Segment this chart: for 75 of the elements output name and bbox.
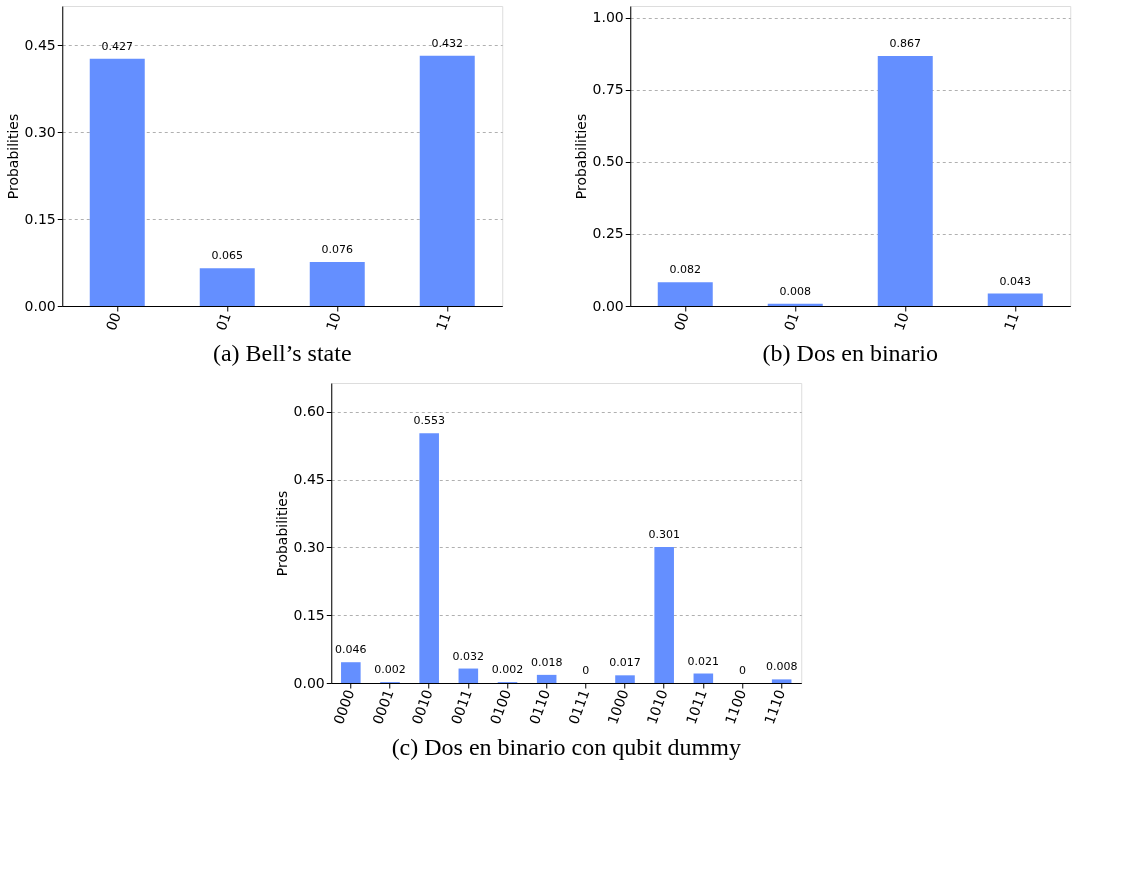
- bar: [199, 268, 255, 306]
- bar: [654, 547, 674, 683]
- bar: [419, 55, 475, 306]
- data-label: 0: [582, 664, 590, 677]
- x-tick-label: 0010: [408, 687, 436, 727]
- x-tick-label: 01: [212, 310, 234, 333]
- bar: [657, 282, 713, 306]
- y-tick-label: 0.00: [24, 297, 56, 314]
- x-tick-label: 00: [670, 310, 692, 333]
- x-tick-label: 00: [102, 310, 124, 333]
- y-tick-label: 0.75: [592, 81, 624, 98]
- bar: [309, 261, 365, 306]
- y-tick-label: 0.00: [592, 297, 624, 314]
- y-tick-label: 0.15: [24, 210, 56, 227]
- x-tick-label: 0111: [565, 687, 593, 727]
- y-axis-title: Probabilities: [572, 113, 589, 200]
- text: (c) Dos en binario con qubit dummy: [391, 733, 741, 760]
- data-label: 0.867: [889, 36, 921, 50]
- data-label: 0.082: [669, 263, 701, 277]
- x-tick-label: 1010: [643, 687, 671, 727]
- y-tick-label: 0.00: [293, 674, 325, 691]
- data-label: 0.002: [491, 663, 524, 677]
- bar: [987, 293, 1043, 306]
- x-tick-label: 0000: [330, 687, 358, 727]
- x-tick-label: 1011: [682, 687, 710, 727]
- text: (b) Dos en binario: [762, 340, 938, 367]
- y-axis-title: Probabilities: [273, 490, 290, 577]
- bar: [89, 58, 145, 306]
- y-tick-label: 0.15: [293, 606, 325, 623]
- data-label: 0.008: [765, 660, 798, 674]
- x-tick-label: 10: [322, 310, 344, 333]
- x-tick-label: 1100: [721, 687, 750, 727]
- x-tick-label: 11: [432, 310, 454, 333]
- y-tick-label: 0.30: [24, 123, 56, 140]
- bar: [419, 433, 439, 683]
- y-axis-title: Probabilities: [4, 113, 21, 200]
- data-label: 0.301: [648, 528, 680, 542]
- x-tick-label: 10: [890, 310, 912, 333]
- x-tick-label: 0011: [447, 687, 475, 727]
- data-label: 0.076: [321, 242, 353, 256]
- data-label: 0.432: [431, 36, 463, 50]
- y-tick-label: 1.00: [592, 9, 624, 26]
- bar: [458, 668, 479, 683]
- data-label: 0.553: [413, 414, 445, 428]
- y-tick-label: 0.50: [592, 153, 624, 170]
- y-tick-label: 0.45: [24, 36, 56, 53]
- bar: [693, 673, 714, 683]
- text: (a) Bell’s state: [212, 340, 352, 367]
- x-tick-label: 0110: [526, 687, 554, 727]
- data-label: 0.017: [609, 656, 641, 670]
- bar: [771, 679, 792, 683]
- x-tick-label: 11: [1000, 310, 1022, 333]
- data-label: 0.018: [530, 655, 563, 669]
- data-label: 0.043: [999, 274, 1031, 288]
- x-tick-label: 01: [780, 310, 802, 333]
- data-label: 0.065: [211, 249, 243, 263]
- y-tick-label: 0.60: [293, 403, 325, 420]
- bar: [341, 662, 361, 683]
- x-tick-label: 0001: [369, 687, 397, 727]
- data-label: 0: [739, 664, 746, 677]
- x-tick-label: 1110: [761, 687, 789, 727]
- data-label: 0.046: [335, 643, 367, 657]
- y-tick-label: 0.30: [293, 538, 325, 555]
- data-label: 0.021: [687, 654, 720, 668]
- data-label: 0.008: [779, 284, 811, 298]
- bar: [877, 55, 933, 306]
- bar: [615, 675, 635, 683]
- data-label: 0.032: [452, 649, 485, 663]
- y-tick-label: 0.25: [592, 225, 624, 242]
- x-tick-label: 0100: [486, 687, 515, 727]
- data-label: 0.427: [101, 39, 133, 53]
- x-tick-label: 1000: [604, 687, 632, 727]
- bar: [536, 674, 557, 683]
- data-label: 0.002: [374, 663, 406, 677]
- y-tick-label: 0.45: [293, 471, 325, 488]
